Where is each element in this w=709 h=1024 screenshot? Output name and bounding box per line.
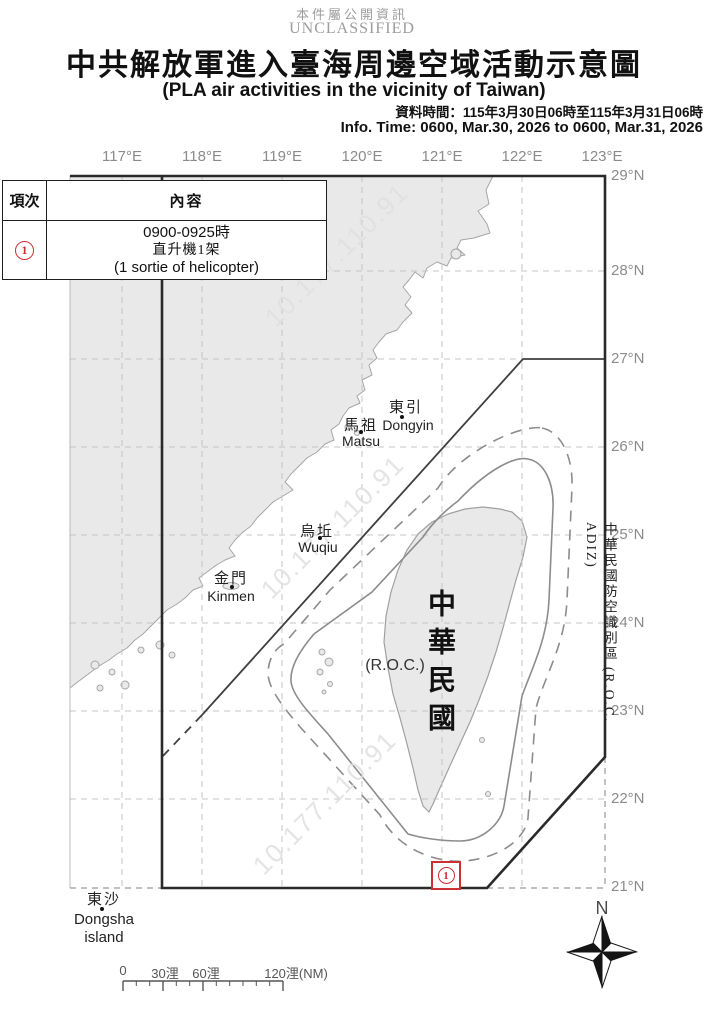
lat-label: 22°N: [611, 790, 645, 807]
place-dot-kinmen: [230, 585, 234, 589]
place-dot-dongyin: [400, 415, 404, 419]
taiwan-island: [383, 506, 528, 813]
lat-label: 27°N: [611, 350, 645, 367]
lat-label: 29°N: [611, 167, 645, 184]
classification-zh: 本件屬公開資訊: [295, 7, 409, 22]
lon-label: 117°E: [102, 148, 142, 165]
median-line: [161, 358, 605, 758]
place-label-wuqiu-zh: 烏坵: [299, 524, 335, 540]
scale-tick-label: 120浬(NM): [264, 966, 328, 981]
event-desc-en: (1 sortie of helicopter): [113, 259, 260, 276]
compass-rose-icon: [566, 915, 638, 989]
page-title: 中共解放軍進入臺海周邊空域活動示意圖: [66, 49, 642, 82]
place-label-matsu-zh: 馬祖: [343, 418, 379, 434]
lon-label: 118°E: [182, 148, 222, 165]
lat-label: 21°N: [611, 878, 645, 895]
lon-label: 119°E: [262, 148, 302, 165]
outer-zone-contour: [267, 426, 573, 863]
scale-bar: [122, 980, 284, 991]
place-dot-wuqiu: [318, 536, 322, 540]
scale-tick-label: 60浬: [192, 966, 220, 981]
event-time: 0900-0925時: [143, 224, 230, 241]
adiz-label: 中華民國防空識別區 (R.O.C. ADIZ): [584, 522, 617, 724]
adiz-boundary: [69, 174, 607, 890]
lat-label: 25°N: [611, 526, 645, 543]
col-header-content: 內容: [169, 194, 204, 210]
events-table-header-row: 項次 內容: [2, 180, 327, 221]
info-time-en: Info. Time: 0600, Mar.30, 2026 to 0600, …: [340, 119, 703, 136]
scale-tick-label: 30浬: [151, 966, 179, 981]
place-label-dongyin-zh: 東引: [388, 400, 424, 416]
inner-zone-contour: [290, 457, 554, 842]
place-label-dongsha-zh: 東沙: [86, 892, 122, 908]
lon-label: 123°E: [581, 148, 623, 165]
event-marker-1-badge: 1: [437, 867, 455, 884]
classification-en: UNCLASSIFIED: [289, 20, 415, 37]
lon-label: 121°E: [421, 148, 463, 165]
lat-label: 26°N: [611, 438, 645, 455]
country-label-en: (R.O.C.): [365, 657, 425, 674]
place-label-matsu-en: Matsu: [341, 433, 381, 449]
scale-tick-label: 0: [119, 963, 127, 978]
events-table: 項次 內容 1 0900-0925時 直升機1架 (1 sortie of he…: [2, 180, 327, 280]
country-label-zh: 中華民國: [424, 589, 455, 741]
event-desc-zh: 直升機1架: [152, 243, 221, 258]
lat-label: 28°N: [611, 262, 645, 279]
event-index-badge: 1: [15, 240, 34, 260]
place-label-kinmen-en: Kinmen: [207, 588, 255, 604]
events-table-row: 1 0900-0925時 直升機1架 (1 sortie of helicopt…: [2, 220, 327, 280]
page-subtitle: (PLA air activities in the vicinity of T…: [162, 80, 546, 101]
place-dot-dongsha: [100, 907, 104, 911]
lon-label: 120°E: [341, 148, 383, 165]
place-dot-matsu: [359, 430, 363, 434]
compass-north-label: N: [595, 898, 609, 918]
lat-label: 23°N: [611, 702, 645, 719]
place-label-wuqiu-en: Wuqiu: [298, 539, 338, 555]
event-marker-1: 1: [431, 861, 461, 890]
place-label-dongyin-en: Dongyin: [382, 417, 434, 433]
place-label-dongsha-en2: island: [84, 929, 124, 946]
col-header-index: 項次: [9, 194, 40, 210]
info-time-zh: 資料時間：115年3月30日06時至115年3月31日06時: [395, 105, 703, 120]
place-label-dongsha-en1: Dongsha: [73, 911, 135, 928]
lat-label: 24°N: [611, 614, 645, 631]
place-label-kinmen-zh: 金門: [213, 571, 249, 587]
lon-label: 122°E: [501, 148, 543, 165]
